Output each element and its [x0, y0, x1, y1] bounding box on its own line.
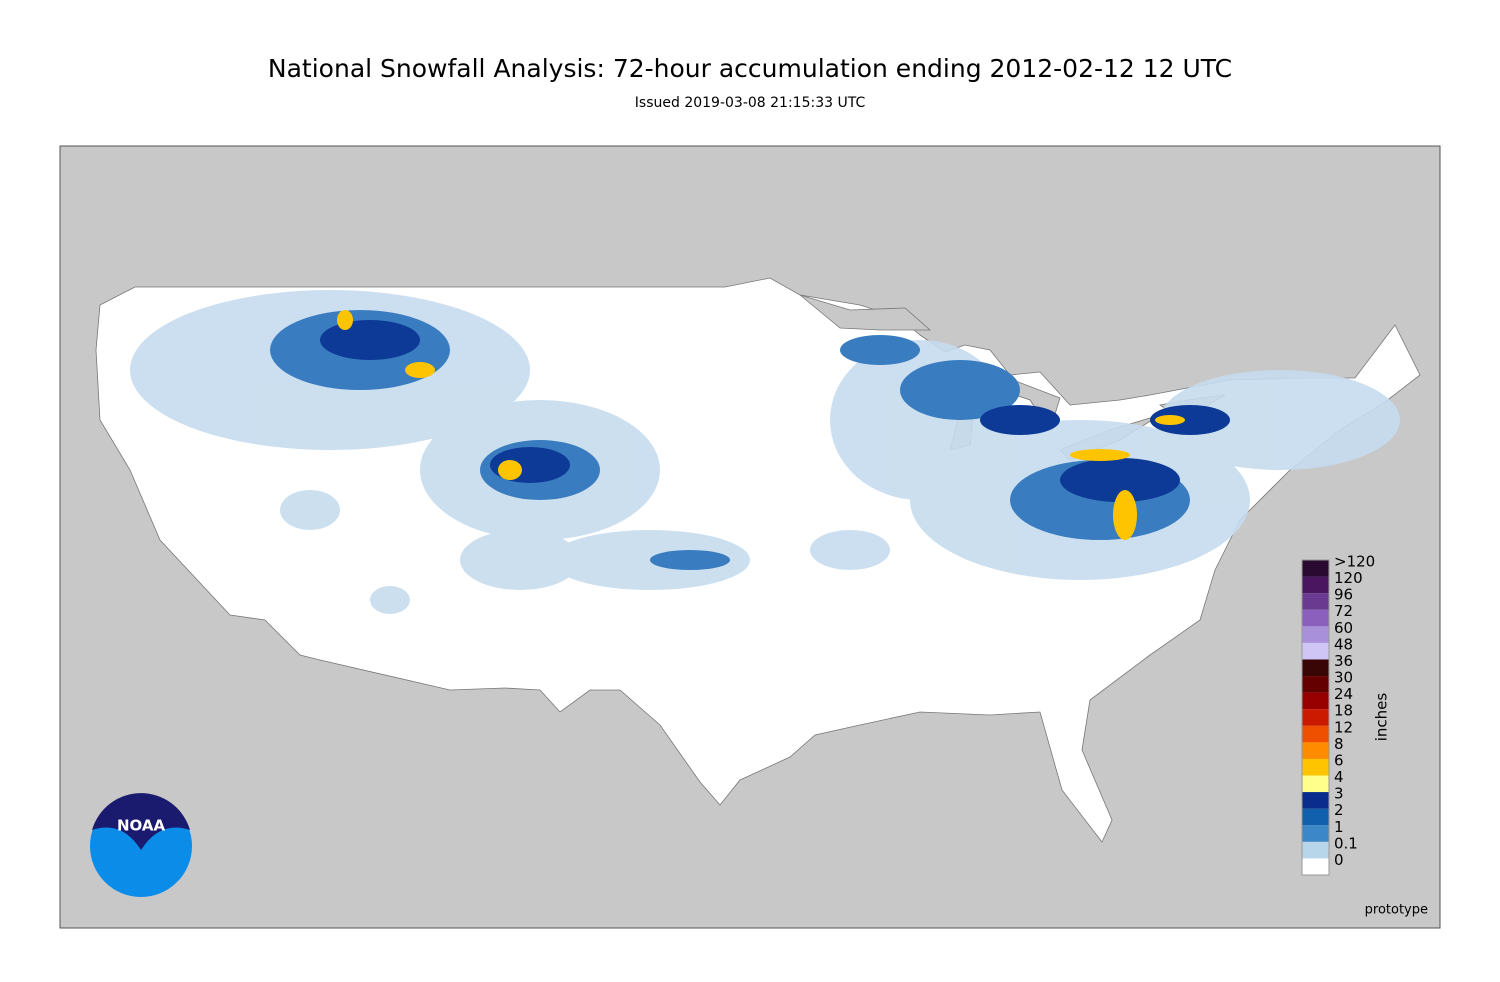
legend-swatch: [1302, 676, 1329, 693]
legend-label: 0.1: [1334, 834, 1358, 852]
noaa-logo: NOAA: [90, 793, 192, 897]
legend-swatch: [1302, 659, 1329, 677]
legend-swatch: [1302, 792, 1329, 809]
legend-label: 6: [1334, 751, 1344, 769]
legend-swatch: [1302, 593, 1329, 610]
legend-label: 36: [1334, 652, 1353, 670]
legend-swatch: [1302, 576, 1329, 594]
legend-swatch: [1302, 609, 1329, 627]
legend-swatch: [1302, 841, 1329, 859]
legend-label: 96: [1334, 586, 1353, 604]
legend-label: 2: [1334, 801, 1344, 819]
subtitle: Issued 2019-03-08 21:15:33 UTC: [635, 95, 866, 111]
logo-text: NOAA: [117, 817, 166, 835]
legend-label: 0: [1334, 851, 1344, 869]
legend-swatch: [1302, 642, 1329, 660]
legend-label: 30: [1334, 669, 1353, 687]
legend-label: 72: [1334, 602, 1353, 620]
legend-label: 1: [1334, 818, 1344, 836]
legend-label: 24: [1334, 685, 1353, 703]
legend-title: inches: [1373, 693, 1391, 742]
legend-swatch: [1302, 725, 1329, 743]
legend-label: 3: [1334, 785, 1344, 803]
legend-label: 8: [1334, 735, 1344, 753]
legend-label: 12: [1334, 718, 1353, 736]
legend-swatch: [1302, 758, 1329, 776]
legend-label: 48: [1334, 635, 1353, 653]
legend-border: [1301, 559, 1330, 876]
legend-swatch: [1302, 858, 1329, 875]
legend-swatch: [1302, 560, 1329, 577]
legend-label: 4: [1334, 768, 1344, 786]
legend-swatch: [1302, 775, 1329, 793]
legend-swatch: [1302, 626, 1329, 643]
legend-swatch: [1302, 709, 1329, 726]
legend-label: 120: [1334, 569, 1363, 587]
note: prototype: [1365, 903, 1428, 918]
legend-swatch: [1302, 742, 1329, 759]
legend-label: 18: [1334, 702, 1353, 720]
legend-label: >120: [1334, 553, 1375, 571]
legend-swatch: [1302, 808, 1329, 826]
legend-swatch: [1302, 692, 1329, 710]
snow-areas: [130, 290, 1400, 614]
legend-label: 60: [1334, 619, 1353, 637]
legend-swatch: [1302, 825, 1329, 842]
title: National Snowfall Analysis: 72-hour accu…: [268, 54, 1232, 83]
